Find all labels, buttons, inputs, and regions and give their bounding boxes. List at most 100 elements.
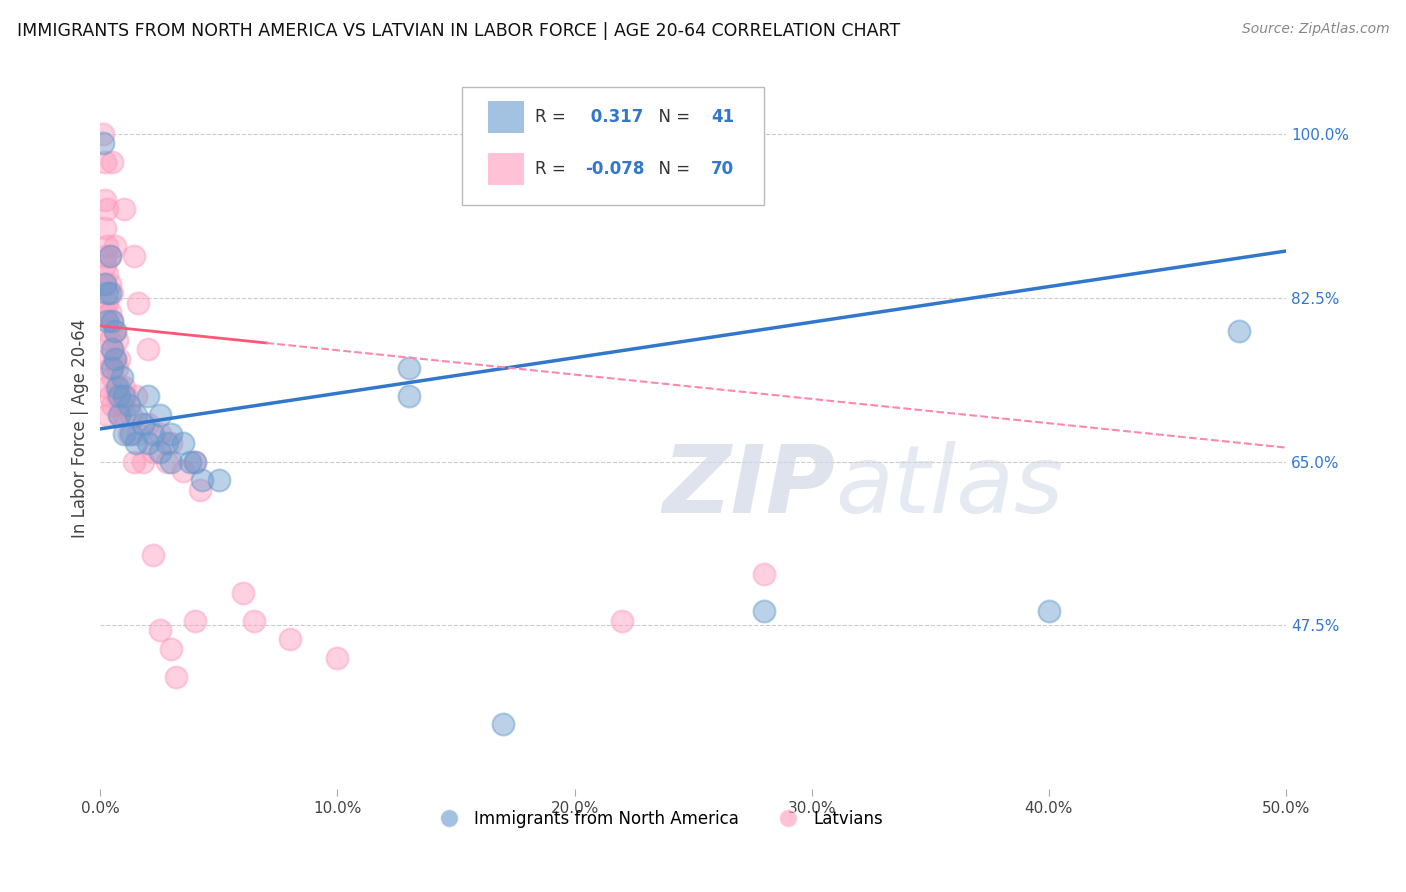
Point — [125, 436, 148, 450]
Point — [136, 389, 159, 403]
Point — [184, 614, 207, 628]
Point — [156, 455, 179, 469]
Point — [179, 455, 201, 469]
Point — [96, 314, 118, 328]
FancyBboxPatch shape — [488, 101, 523, 134]
Point — [120, 426, 142, 441]
Point — [278, 632, 301, 647]
Point — [125, 389, 148, 403]
Point — [136, 343, 159, 357]
Point — [149, 408, 172, 422]
Point — [149, 426, 172, 441]
Point — [112, 202, 135, 216]
Point — [94, 249, 117, 263]
Point — [243, 614, 266, 628]
Point — [96, 202, 118, 216]
Point — [160, 641, 183, 656]
Point — [160, 455, 183, 469]
Point — [101, 361, 124, 376]
Text: atlas: atlas — [835, 441, 1064, 532]
Text: 0.317: 0.317 — [585, 108, 644, 126]
Point — [108, 389, 131, 403]
Point — [120, 408, 142, 422]
Point — [112, 380, 135, 394]
FancyBboxPatch shape — [488, 153, 523, 186]
Point — [101, 314, 124, 328]
Point — [492, 716, 515, 731]
Point — [101, 343, 124, 357]
Point — [191, 474, 214, 488]
Point — [96, 268, 118, 282]
Point — [101, 314, 124, 328]
Point — [125, 408, 148, 422]
Point — [98, 389, 121, 403]
Point — [103, 239, 125, 253]
Point — [96, 351, 118, 366]
Text: 70: 70 — [711, 160, 734, 178]
Point — [98, 333, 121, 347]
Text: R =: R = — [536, 160, 571, 178]
Point — [127, 295, 149, 310]
Point — [91, 136, 114, 151]
Point — [232, 585, 254, 599]
Point — [94, 193, 117, 207]
Point — [754, 566, 776, 581]
Point — [132, 417, 155, 432]
Point — [94, 277, 117, 291]
Point — [112, 408, 135, 422]
Point — [132, 455, 155, 469]
Text: N =: N = — [648, 108, 696, 126]
Point — [96, 324, 118, 338]
Point — [115, 389, 138, 403]
Point — [98, 361, 121, 376]
Text: R =: R = — [536, 108, 571, 126]
Point — [98, 286, 121, 301]
Point — [96, 239, 118, 253]
Point — [1038, 604, 1060, 618]
Point — [184, 455, 207, 469]
Point — [141, 548, 163, 562]
Point — [112, 426, 135, 441]
Point — [101, 370, 124, 384]
Point — [172, 464, 194, 478]
Point — [94, 155, 117, 169]
Point — [96, 408, 118, 422]
Text: Source: ZipAtlas.com: Source: ZipAtlas.com — [1241, 22, 1389, 37]
Point — [98, 277, 121, 291]
Point — [101, 399, 124, 413]
Point — [108, 408, 131, 422]
Point — [91, 127, 114, 141]
Point — [94, 258, 117, 272]
Point — [149, 623, 172, 637]
Point — [103, 324, 125, 338]
Point — [160, 426, 183, 441]
Point — [127, 426, 149, 441]
Point — [141, 445, 163, 459]
Point — [188, 483, 211, 497]
Point — [94, 220, 117, 235]
Point — [141, 426, 163, 441]
Point — [122, 455, 145, 469]
Y-axis label: In Labor Force | Age 20-64: In Labor Force | Age 20-64 — [72, 319, 89, 539]
Text: N =: N = — [648, 160, 696, 178]
Point — [754, 604, 776, 618]
Point — [108, 351, 131, 366]
Point — [136, 417, 159, 432]
Point — [136, 436, 159, 450]
Point — [96, 380, 118, 394]
Text: IMMIGRANTS FROM NORTH AMERICA VS LATVIAN IN LABOR FORCE | AGE 20-64 CORRELATION : IMMIGRANTS FROM NORTH AMERICA VS LATVIAN… — [17, 22, 900, 40]
Point — [118, 426, 141, 441]
Point — [105, 333, 128, 347]
Point — [105, 389, 128, 403]
Point — [610, 614, 633, 628]
Point — [112, 389, 135, 403]
Point — [108, 408, 131, 422]
Point — [160, 436, 183, 450]
Text: ZIP: ZIP — [662, 441, 835, 533]
Point — [98, 249, 121, 263]
Legend: Immigrants from North America, Latvians: Immigrants from North America, Latvians — [425, 804, 890, 835]
Point — [208, 474, 231, 488]
Point — [105, 380, 128, 394]
Point — [98, 249, 121, 263]
Point — [184, 455, 207, 469]
